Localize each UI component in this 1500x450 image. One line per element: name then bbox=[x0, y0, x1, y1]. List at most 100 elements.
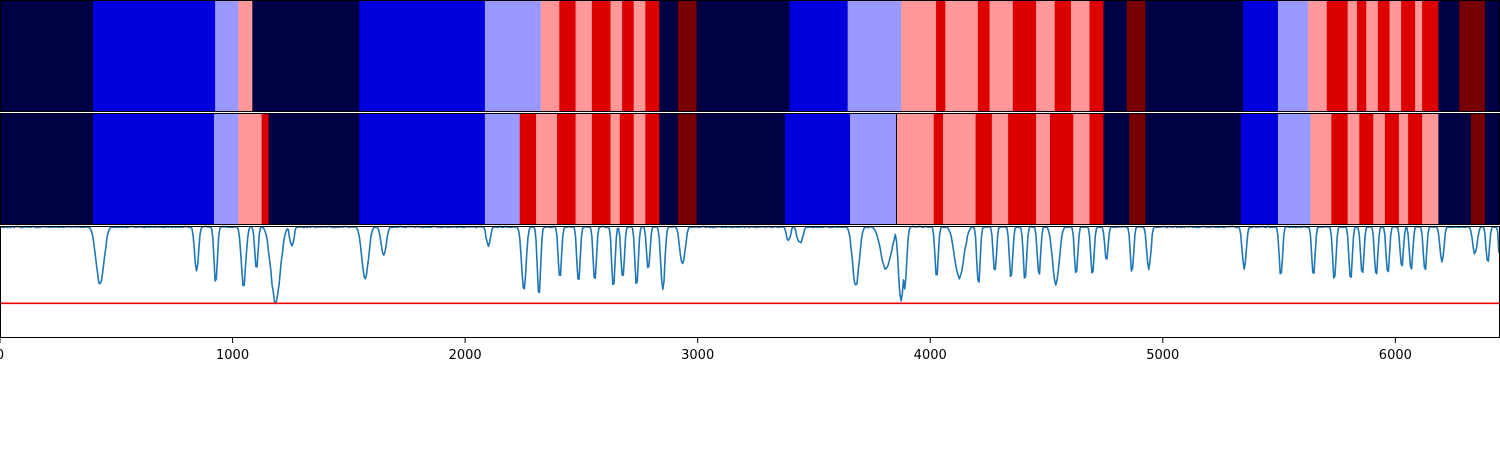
state-segment bbox=[1438, 0, 1460, 112]
state-segment bbox=[896, 113, 902, 225]
x-tick-label: 5000 bbox=[1146, 348, 1179, 363]
state-segment bbox=[989, 0, 1014, 112]
state-segment bbox=[1484, 0, 1500, 112]
state-segment bbox=[850, 113, 898, 225]
state-segment bbox=[933, 113, 944, 225]
state-segment bbox=[975, 113, 993, 225]
state-segment bbox=[1389, 0, 1402, 112]
x-tick-label: 3000 bbox=[681, 348, 714, 363]
state-segment bbox=[1408, 113, 1423, 225]
state-segment bbox=[901, 0, 937, 112]
state-segment bbox=[1347, 0, 1358, 112]
state-segment bbox=[591, 0, 612, 112]
state-segment bbox=[677, 0, 698, 112]
state-segment bbox=[252, 0, 360, 112]
state-segment bbox=[847, 0, 902, 112]
state-segment bbox=[1103, 113, 1130, 225]
state-segment bbox=[945, 0, 979, 112]
state-segment bbox=[1459, 0, 1486, 112]
state-segment bbox=[519, 113, 537, 225]
state-segment bbox=[0, 0, 94, 112]
state-segment bbox=[943, 113, 977, 225]
state-segment bbox=[1103, 0, 1128, 112]
state-segment bbox=[645, 113, 660, 225]
state-segment bbox=[1438, 113, 1472, 225]
state-segment bbox=[901, 113, 935, 225]
state-segment bbox=[268, 113, 360, 225]
state-segment bbox=[1331, 113, 1349, 225]
state-segment bbox=[1373, 113, 1386, 225]
state-segment bbox=[1036, 113, 1051, 225]
x-tick-label: 2000 bbox=[449, 348, 482, 363]
state-segment bbox=[556, 113, 577, 225]
state-segment bbox=[1415, 0, 1423, 112]
state-segment bbox=[1326, 0, 1349, 112]
state-segment bbox=[1356, 0, 1367, 112]
state-segment bbox=[1277, 0, 1309, 112]
state-segment bbox=[677, 113, 698, 225]
state-segment bbox=[1129, 113, 1146, 225]
state-row-2 bbox=[0, 113, 1500, 225]
state-segment bbox=[238, 0, 253, 112]
state-segment bbox=[575, 113, 593, 225]
state-segment bbox=[1377, 0, 1391, 112]
state-segment bbox=[1145, 113, 1242, 225]
state-segment bbox=[1398, 113, 1409, 225]
state-segment bbox=[659, 0, 679, 112]
state-segment bbox=[1347, 113, 1360, 225]
state-segment bbox=[1384, 113, 1400, 225]
state-segment bbox=[977, 0, 991, 112]
state-segment bbox=[1089, 0, 1105, 112]
state-segment bbox=[1366, 0, 1379, 112]
state-segment bbox=[1089, 113, 1105, 225]
state-segment bbox=[261, 113, 270, 225]
state-segment bbox=[991, 113, 1009, 225]
state-row-1 bbox=[0, 0, 1500, 112]
state-segment bbox=[1359, 113, 1374, 225]
state-segment bbox=[536, 113, 558, 225]
state-segment bbox=[1310, 113, 1332, 225]
signal-line bbox=[0, 225, 1500, 305]
state-segment bbox=[1243, 0, 1279, 112]
state-segment bbox=[645, 0, 660, 112]
state-segment bbox=[484, 113, 521, 225]
state-segment bbox=[1401, 0, 1416, 112]
state-segment bbox=[1008, 113, 1037, 225]
state-segment bbox=[1308, 0, 1328, 112]
state-segment bbox=[696, 0, 791, 112]
x-axis: 0 1000 2000 3000 4000 5000 6000 bbox=[0, 338, 1412, 363]
state-segment bbox=[1484, 113, 1500, 225]
state-segment bbox=[784, 113, 851, 225]
state-segment bbox=[696, 113, 786, 225]
state-segment bbox=[540, 0, 560, 112]
state-segment bbox=[610, 0, 623, 112]
state-segment bbox=[484, 0, 542, 112]
state-segment bbox=[591, 113, 612, 225]
x-tick-label: 1000 bbox=[216, 348, 249, 363]
state-segment bbox=[789, 0, 849, 112]
state-segment bbox=[1277, 113, 1312, 225]
state-segment bbox=[1145, 0, 1244, 112]
x-tick-label: 4000 bbox=[914, 348, 947, 363]
state-segment bbox=[1422, 0, 1439, 112]
state-segment bbox=[359, 113, 486, 225]
state-segment bbox=[0, 113, 94, 225]
state-segment bbox=[1012, 0, 1037, 112]
state-segment bbox=[1240, 113, 1279, 225]
state-segment bbox=[575, 0, 593, 112]
state-segment bbox=[559, 0, 577, 112]
state-segment bbox=[215, 0, 239, 112]
state-segment bbox=[1073, 113, 1091, 225]
state-segment bbox=[659, 113, 679, 225]
state-segment bbox=[619, 113, 635, 225]
state-segment bbox=[93, 113, 215, 225]
state-segment bbox=[213, 113, 239, 225]
state-segment bbox=[1422, 113, 1439, 225]
state-segment bbox=[1036, 0, 1056, 112]
state-segment bbox=[93, 0, 216, 112]
state-segment bbox=[936, 0, 946, 112]
state-segment bbox=[1050, 113, 1074, 225]
state-segment bbox=[238, 113, 263, 225]
state-segment bbox=[1054, 0, 1072, 112]
